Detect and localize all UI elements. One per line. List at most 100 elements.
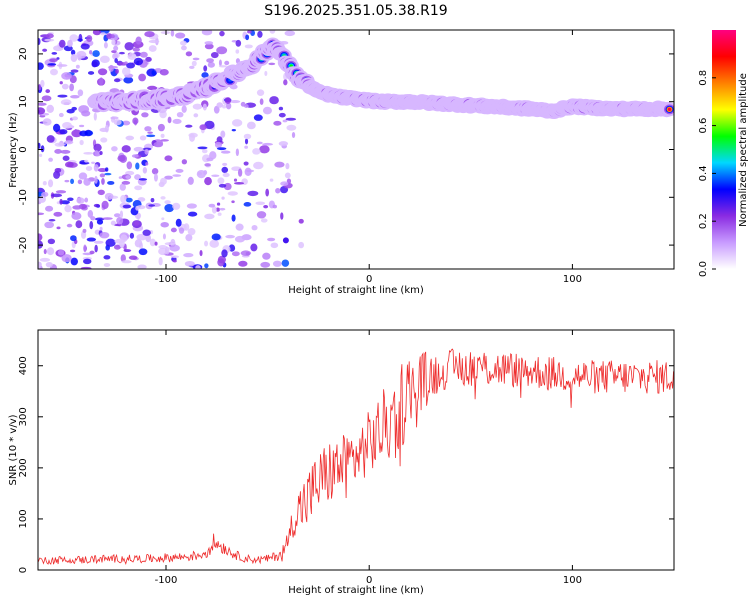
noise-speckle [113,78,121,83]
noise-speckle [39,257,51,262]
noise-speckle [111,146,118,152]
noise-speckle [211,233,221,241]
noise-speckle [231,214,236,222]
noise-speckle [216,136,223,144]
noise-speckle [159,69,169,76]
noise-speckle [170,30,175,37]
noise-speckle [64,140,74,145]
noise-speckle [256,211,267,219]
noise-speckle [284,172,291,179]
noise-speckle [157,123,165,132]
noise-speckle [274,161,285,168]
noise-speckle [220,150,231,154]
noise-speckle [75,220,83,229]
noise-speckle [132,117,139,125]
noise-speckle [70,95,80,99]
noise-speckle [245,34,250,41]
noise-speckle [123,76,134,84]
noise-speckle [181,105,187,113]
noise-speckle [153,173,158,182]
noise-speckle [82,228,87,233]
noise-speckle [121,145,131,153]
noise-speckle [231,119,243,127]
noise-speckle [60,99,72,106]
noise-speckle [199,124,207,131]
noise-speckle [119,239,125,248]
noise-speckle [175,218,182,227]
noise-speckle [253,114,263,121]
noise-speckle [70,53,78,63]
spectrogram-y-tick-label: 10 [18,95,29,108]
noise-speckle [162,233,166,240]
spectrogram-signal-ridge [87,37,674,244]
noise-speckle [38,233,43,242]
noise-speckle [216,202,221,206]
noise-speckle [201,148,208,154]
noise-speckle [175,168,184,173]
noise-speckle [196,169,206,179]
noise-speckle [204,163,211,167]
noise-speckle [38,195,46,204]
noise-speckle [84,159,89,163]
noise-speckle [45,33,54,39]
noise-speckle [116,217,124,225]
noise-speckle [112,53,118,60]
noise-speckle [58,112,64,118]
noise-speckle [240,101,246,107]
noise-speckle [89,220,94,230]
noise-speckle [145,234,152,243]
noise-speckle [69,83,74,92]
noise-speckle [231,128,236,132]
noise-speckle [48,157,53,162]
noise-speckle [60,149,71,154]
noise-speckle [76,50,87,59]
noise-speckle [87,210,94,218]
noise-speckle [49,58,58,63]
noise-speckle [160,221,169,228]
snr-x-ticks: -100 0 100 [155,330,582,586]
snr-y-axis-title: SNR (10 * v/v) [8,414,19,485]
noise-speckle [75,64,80,69]
noise-speckle [135,205,140,211]
noise-speckle [125,170,135,176]
noise-speckle [221,196,225,200]
noise-speckle [243,202,252,207]
noise-speckle [204,43,214,50]
noise-speckle [134,185,143,191]
noise-speckle [66,223,73,228]
noise-speckle [285,162,290,170]
noise-speckle [164,203,175,213]
noise-speckle [126,161,133,170]
noise-speckle [45,261,53,268]
noise-speckle [210,51,219,59]
colorbar-tick-label: 0.6 [698,118,709,134]
noise-speckle [187,228,196,236]
noise-speckle [71,106,77,111]
noise-speckle [164,155,173,162]
noise-speckle [204,213,215,220]
noise-speckle [38,107,46,115]
noise-speckle [99,226,103,231]
noise-speckle [144,148,149,155]
noise-speckle [234,235,246,243]
noise-speckle [280,181,289,186]
snr-y-tick-label: 200 [18,458,29,477]
noise-speckle [77,179,83,185]
noise-speckle [224,60,230,66]
noise-speckle [71,212,82,220]
noise-speckle [78,172,88,180]
noise-speckle [83,244,87,253]
noise-speckle [97,189,105,196]
noise-speckle [227,191,238,196]
noise-speckle [204,120,215,130]
noise-speckle [47,238,56,245]
noise-speckle [51,51,58,55]
noise-speckle [132,47,140,52]
noise-speckle [278,106,284,111]
noise-speckle [186,203,197,209]
noise-speckle [197,146,208,150]
noise-speckle [38,212,45,216]
noise-speckle [70,257,78,266]
noise-speckle [217,177,225,184]
